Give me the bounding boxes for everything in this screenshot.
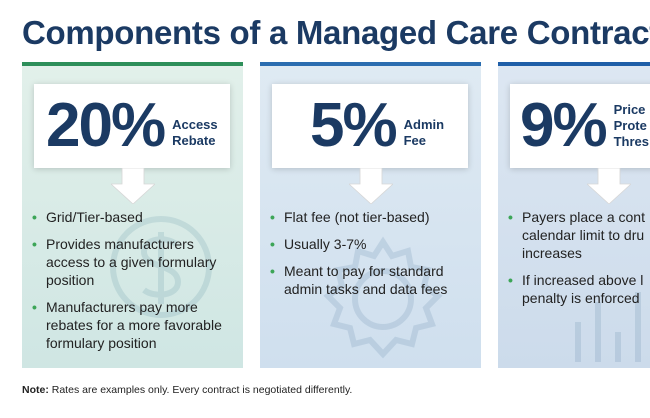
list-item: • Usually 3-7% <box>270 236 367 252</box>
bullet-list: • Payers place a cont calendar limit to d… <box>508 208 650 316</box>
rate-percent: 20% <box>46 91 166 160</box>
footnote: Note: Rates are examples only. Every con… <box>22 384 352 396</box>
bullet-list: • Grid/Tier-based • Provides manufacturers… <box>32 208 237 361</box>
rate-percent: 9% <box>520 91 608 160</box>
rate-box: 5% Admin Fee <box>272 84 468 168</box>
footnote-text: Rates are examples only. Every contract … <box>48 384 353 396</box>
card-top-bar <box>22 62 243 66</box>
footnote-label: Note: <box>22 384 49 396</box>
card-access-rebate: 20% Access Rebate • Grid/Tier-based • Provi… <box>22 62 243 368</box>
rate-percent: 5% <box>310 91 398 160</box>
rate-label: Access Rebate <box>172 117 218 148</box>
down-arrow-icon <box>111 168 155 204</box>
list-item: • Grid/Tier-based <box>32 209 143 225</box>
rate-label: Admin Fee <box>403 117 445 148</box>
bullet-list: • Flat fee (not tier-based) • Usually 3-7%… <box>270 208 475 307</box>
list-item: • Meant to pay for standard admin tasks a… <box>270 263 448 297</box>
page-title: Components of a Managed Care Contract <box>22 14 650 51</box>
list-item: • Flat fee (not tier-based) <box>270 209 430 225</box>
down-arrow-icon <box>349 168 393 204</box>
list-item: • If increased above l penalty is enforce… <box>508 272 644 306</box>
rate-box: 9% Price Prote Thres <box>510 84 650 168</box>
list-item: • Manufacturers pay more rebates for a mo… <box>32 299 222 351</box>
down-arrow-icon <box>587 168 631 204</box>
list-item: • Payers place a cont calendar limit to d… <box>508 209 645 261</box>
gear-icon <box>323 236 443 359</box>
card-price-protection: 9% Price Prote Thres • Payers place a cont … <box>498 62 650 368</box>
list-item: • Provides manufacturers access to a give… <box>32 236 217 288</box>
rate-label: Price Prote Thres <box>613 102 650 149</box>
card-top-bar <box>498 62 650 66</box>
card-top-bar <box>260 62 481 66</box>
card-admin-fee: 5% Admin Fee • Flat fee (not tier-based) •… <box>260 62 481 368</box>
rate-box: 20% Access Rebate <box>34 84 230 168</box>
chart-icon <box>575 292 641 362</box>
dollar-circle-icon <box>110 216 212 318</box>
